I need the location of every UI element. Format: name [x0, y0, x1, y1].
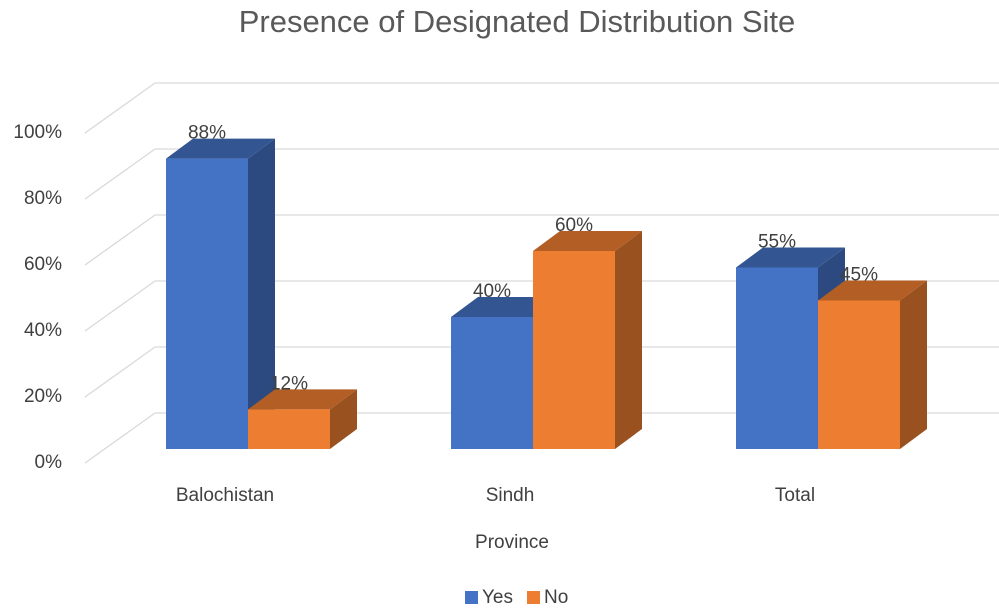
y-tick-label: 0%: [35, 452, 63, 473]
bar-side: [248, 138, 275, 449]
x-tick-label: Total: [775, 485, 815, 506]
bar-top: [736, 247, 845, 268]
bar-side: [330, 389, 357, 449]
bar: [451, 317, 533, 449]
bar-top: [533, 231, 642, 251]
grid-line: [84, 82, 999, 134]
bar-side: [900, 280, 927, 449]
x-tick-label: Balochistan: [176, 485, 274, 506]
x-axis-title: Province: [475, 532, 549, 553]
legend-label: Yes: [482, 587, 513, 608]
bar: [533, 251, 615, 449]
bar: [736, 267, 818, 449]
grid-line: [84, 214, 999, 266]
grid-line: [84, 346, 999, 398]
legend-swatch: [527, 591, 540, 604]
chart-title: Presence of Designated Distribution Site: [239, 4, 796, 39]
y-tick-label: 40%: [24, 320, 62, 341]
data-label: 12%: [270, 373, 308, 394]
legend-swatch: [465, 591, 478, 604]
bar-top: [166, 138, 275, 159]
y-tick-label: 20%: [24, 386, 62, 407]
bar: [248, 409, 330, 449]
bar-top: [818, 280, 927, 301]
x-tick-label: Sindh: [486, 485, 535, 506]
data-label: 60%: [555, 215, 593, 236]
bar-side: [615, 231, 642, 449]
grid-line: [84, 280, 999, 332]
bar-top: [248, 389, 357, 410]
data-label: 45%: [840, 265, 878, 286]
data-label: 40%: [473, 281, 511, 302]
grid-line: [84, 148, 999, 200]
y-tick-label: 80%: [24, 188, 62, 209]
bar: [166, 158, 248, 449]
data-label: 88%: [188, 123, 226, 144]
bar: [818, 300, 900, 449]
legend-label: No: [544, 587, 568, 608]
bar-top: [451, 297, 560, 317]
data-label: 55%: [758, 232, 796, 253]
grid-line: [84, 412, 999, 464]
y-tick-label: 100%: [13, 122, 62, 143]
y-tick-label: 60%: [24, 254, 62, 275]
